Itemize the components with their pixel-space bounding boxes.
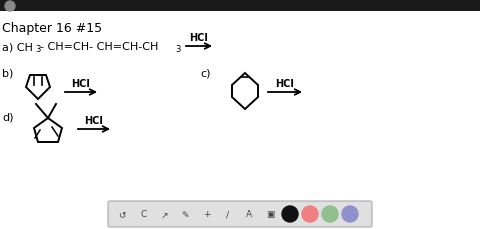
- Text: c): c): [200, 68, 211, 78]
- FancyBboxPatch shape: [108, 201, 372, 227]
- Circle shape: [342, 206, 358, 222]
- Text: A: A: [246, 210, 252, 218]
- Text: d): d): [2, 112, 13, 121]
- Text: 3: 3: [175, 45, 180, 54]
- Circle shape: [282, 206, 298, 222]
- Text: ✎: ✎: [181, 210, 189, 218]
- Text: a) CH: a) CH: [2, 42, 33, 52]
- Text: 3: 3: [35, 45, 40, 54]
- Circle shape: [322, 206, 338, 222]
- Text: ▣: ▣: [266, 210, 274, 218]
- Text: /: /: [226, 210, 229, 218]
- Text: b): b): [2, 68, 13, 78]
- Circle shape: [302, 206, 318, 222]
- Text: HCl: HCl: [84, 115, 103, 125]
- Text: HCl: HCl: [190, 33, 208, 43]
- Text: ↗: ↗: [160, 210, 168, 218]
- Text: - CH=CH- CH=CH-CH: - CH=CH- CH=CH-CH: [40, 42, 158, 52]
- Bar: [0, 0, 480, 12]
- Text: C: C: [140, 210, 146, 218]
- Text: HCl: HCl: [72, 79, 90, 89]
- Text: +: +: [203, 210, 210, 218]
- Text: Chapter 16 #15: Chapter 16 #15: [2, 22, 102, 35]
- Circle shape: [5, 2, 15, 12]
- Text: HCl: HCl: [276, 79, 294, 89]
- Text: ↺: ↺: [118, 210, 126, 218]
